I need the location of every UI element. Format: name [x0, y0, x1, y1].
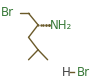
Text: H: H — [62, 66, 71, 79]
Text: NH₂: NH₂ — [50, 19, 72, 32]
Text: Br: Br — [1, 6, 14, 19]
Text: Br: Br — [77, 66, 90, 79]
